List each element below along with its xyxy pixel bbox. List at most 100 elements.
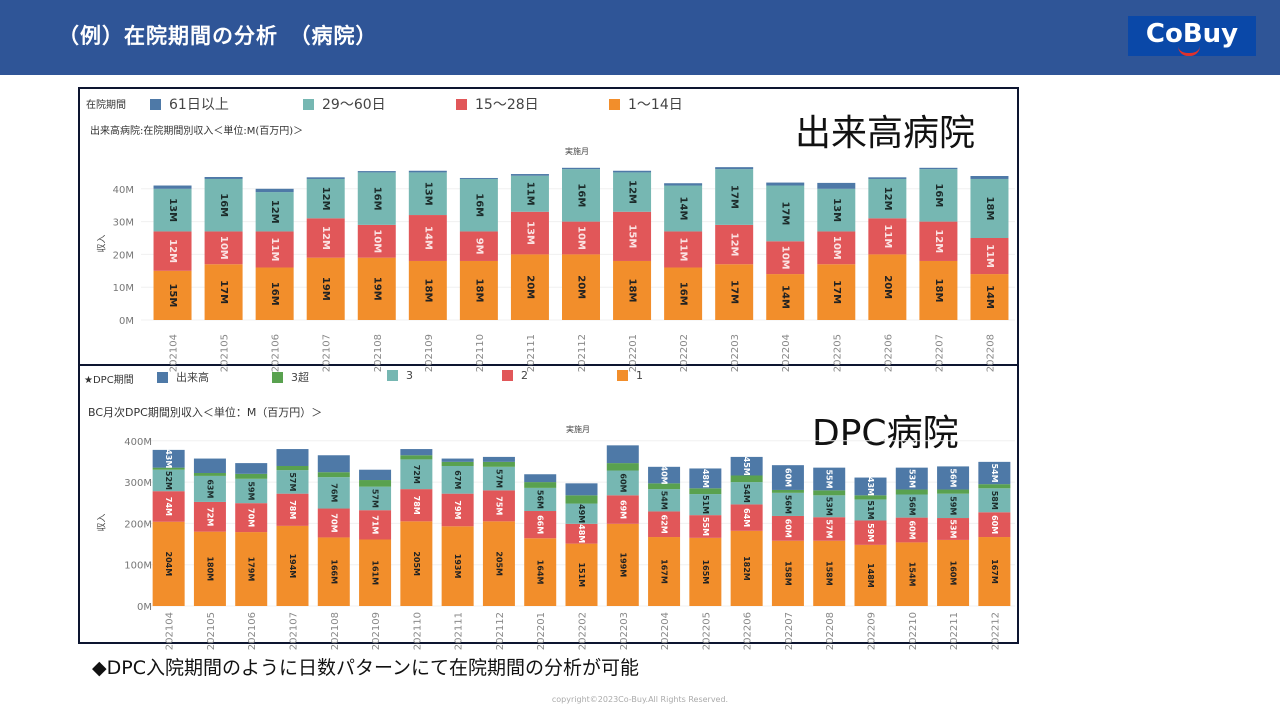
data-label: 14M: [780, 285, 791, 309]
bar-segment: [459, 178, 498, 232]
bar-segment: [408, 172, 447, 216]
data-label: 67M: [453, 470, 462, 489]
bar-segment: [854, 477, 887, 496]
bar-segment: [153, 185, 192, 189]
bar-segment: [919, 169, 958, 222]
legend-item[interactable]: 61日以上: [150, 94, 229, 114]
bar-segment: [606, 495, 639, 524]
legend-swatch: [502, 370, 513, 381]
bar-segment: [606, 523, 639, 606]
data-label: 13M: [167, 198, 178, 222]
logo-text: CoBuy: [1145, 19, 1239, 49]
bar-segment: [510, 211, 549, 255]
data-label: 17M: [729, 280, 740, 304]
bar-segment: [895, 467, 928, 490]
legend-label: 出来高: [176, 371, 209, 384]
data-label: 154M: [907, 562, 916, 587]
bar-segment: [919, 260, 958, 320]
legend-item[interactable]: 出来高: [157, 369, 209, 385]
data-label: 14M: [984, 285, 995, 309]
bar-segment: [937, 489, 970, 494]
legend-item[interactable]: 1～14日: [609, 94, 683, 114]
legend-item[interactable]: 15～28日: [456, 94, 539, 114]
data-label: 60M: [783, 468, 792, 487]
data-label: 180M: [205, 556, 214, 581]
bar-segment: [276, 465, 309, 471]
bar-segment: [357, 224, 396, 258]
data-label: 48M: [577, 524, 586, 543]
bar-segment: [689, 537, 722, 606]
data-label: 13M: [831, 198, 842, 222]
x-tick-label: 202104: [169, 334, 180, 372]
data-label: 160M: [949, 561, 958, 586]
data-label: 10M: [831, 236, 842, 260]
x-tick-label: 202203: [619, 612, 630, 650]
data-label: 179M: [247, 557, 256, 582]
data-label: 72M: [412, 465, 421, 484]
legend-item[interactable]: 3: [387, 369, 413, 382]
data-label: 79M: [453, 500, 462, 519]
data-label: 161M: [371, 560, 380, 585]
bar-segment: [771, 515, 804, 541]
bar-segment: [276, 449, 309, 466]
data-label: 11M: [269, 238, 280, 262]
bar-segment: [524, 511, 557, 539]
data-label: 54M: [742, 484, 751, 503]
bar-segment: [357, 172, 396, 225]
x-tick-label: 202110: [475, 334, 486, 372]
data-label: 43M: [866, 477, 875, 496]
data-label: 78M: [288, 500, 297, 519]
x-tick-label: 202203: [730, 334, 741, 372]
data-label: 12M: [269, 200, 280, 224]
legend-item[interactable]: 29～60日: [303, 94, 386, 114]
data-label: 60M: [990, 515, 999, 534]
data-label: 53M: [825, 497, 834, 516]
data-label: 10M: [780, 246, 791, 270]
bar-segment: [813, 490, 846, 496]
legend-item[interactable]: 2: [502, 369, 528, 382]
bar-segment: [648, 466, 681, 484]
data-label: 18M: [473, 279, 484, 303]
top-chart-title: 出来高病院:在院期間別収入＜単位:M(百万円)＞: [90, 126, 304, 137]
bar-segment: [771, 540, 804, 606]
y-tick-label: 40M: [113, 185, 134, 196]
data-label: 60M: [618, 473, 627, 492]
bar-segment: [937, 466, 970, 490]
data-label: 57M: [371, 489, 380, 508]
x-tick-label: 202201: [628, 334, 639, 372]
bar-segment: [730, 482, 763, 505]
data-label: 20M: [576, 275, 587, 299]
bar-segment: [715, 224, 754, 265]
data-label: 11M: [882, 224, 893, 248]
data-label: 17M: [218, 280, 229, 304]
bar-segment: [854, 499, 887, 521]
bar-segment: [766, 182, 805, 186]
bar-segment: [193, 531, 226, 606]
bar-segment: [193, 458, 226, 474]
bar-segment: [153, 231, 192, 271]
x-tick-label: 202205: [832, 334, 843, 372]
bar-segment: [152, 467, 185, 470]
bottom-legend-title: ★DPC期間: [84, 375, 134, 386]
data-label: 205M: [412, 551, 421, 576]
data-label: 12M: [933, 229, 944, 253]
data-label: 56M: [783, 495, 792, 514]
bar-segment: [482, 461, 515, 467]
data-label: 56M: [907, 497, 916, 516]
data-label: 16M: [933, 183, 944, 207]
data-label: 51M: [866, 500, 875, 519]
bar-segment: [306, 177, 345, 179]
data-label: 64M: [742, 508, 751, 527]
x-tick-label: 202201: [536, 612, 547, 650]
bar-segment: [359, 480, 392, 487]
bar-segment: [408, 260, 447, 320]
data-label: 11M: [678, 238, 689, 262]
legend-item[interactable]: 3超: [272, 369, 309, 385]
data-label: 166M: [329, 559, 338, 584]
data-label: 204M: [164, 552, 173, 577]
data-label: 53M: [907, 469, 916, 488]
bar-segment: [400, 489, 433, 522]
bar-segment: [606, 445, 639, 464]
legend-item[interactable]: 1: [617, 369, 643, 382]
